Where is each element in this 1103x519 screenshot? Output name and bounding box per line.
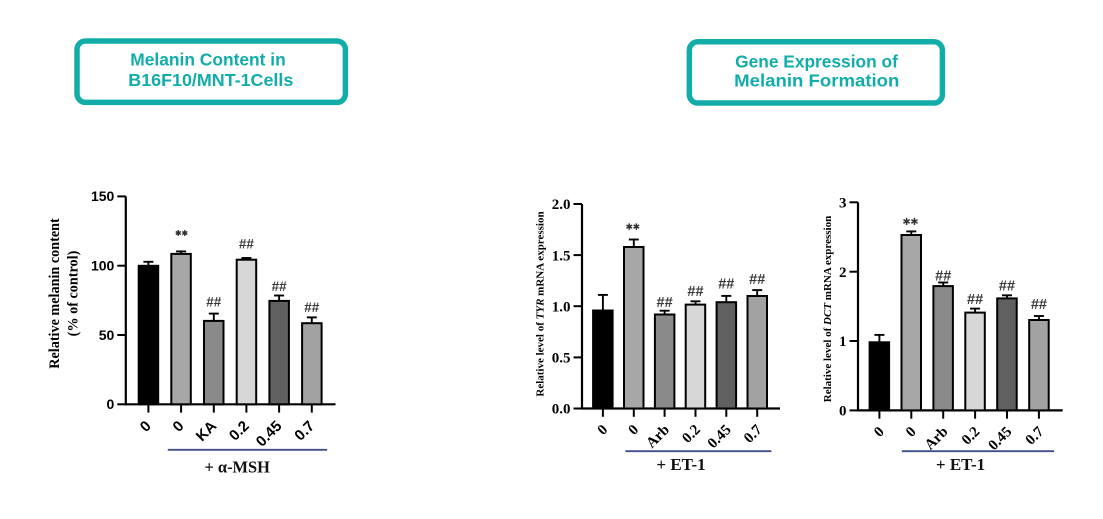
svg-text:+ α-MSH: + α-MSH — [205, 457, 271, 476]
svg-text:0.45: 0.45 — [253, 418, 286, 451]
svg-text:150: 150 — [91, 188, 115, 204]
svg-text:0.7: 0.7 — [741, 422, 766, 447]
svg-text:B16F10/MNT-1Cells: B16F10/MNT-1Cells — [128, 70, 293, 90]
svg-text:0.2: 0.2 — [226, 418, 253, 445]
svg-text:##: ## — [967, 292, 983, 308]
svg-text:##: ## — [687, 284, 703, 300]
svg-text:0: 0 — [626, 422, 643, 439]
svg-text:Arb: Arb — [922, 424, 952, 454]
svg-text:##: ## — [206, 294, 222, 309]
svg-text:0: 0 — [903, 424, 920, 441]
svg-text:Relative melanin content: Relative melanin content — [47, 218, 63, 369]
svg-text:Arb: Arb — [643, 422, 673, 452]
svg-text:0: 0 — [107, 396, 115, 412]
svg-text:0.7: 0.7 — [291, 418, 318, 445]
svg-text:1.0: 1.0 — [552, 299, 571, 315]
svg-text:##: ## — [718, 277, 734, 293]
svg-text:0.45: 0.45 — [985, 424, 1015, 454]
svg-text:Relative level of DCT mRNA exp: Relative level of DCT mRNA expression — [822, 216, 834, 402]
svg-text:0.5: 0.5 — [552, 351, 571, 367]
svg-text:##: ## — [272, 279, 288, 294]
svg-text:##: ## — [239, 237, 255, 252]
svg-text:Gene Expression of: Gene Expression of — [735, 51, 898, 71]
svg-text:+ ET-1: + ET-1 — [656, 455, 705, 474]
svg-text:100: 100 — [91, 258, 115, 274]
svg-text:##: ## — [999, 279, 1015, 295]
svg-text:2.0: 2.0 — [552, 197, 571, 213]
svg-text:##: ## — [1031, 297, 1047, 313]
svg-text:50: 50 — [99, 327, 115, 343]
svg-text:0.2: 0.2 — [959, 424, 984, 449]
svg-text:Melanin Content in: Melanin Content in — [130, 50, 286, 70]
svg-text:##: ## — [935, 269, 951, 285]
svg-text:1: 1 — [839, 334, 847, 350]
svg-text:0: 0 — [595, 422, 612, 439]
svg-text:0: 0 — [871, 424, 888, 441]
svg-text:1.5: 1.5 — [552, 248, 571, 264]
svg-text:KA: KA — [193, 417, 220, 444]
svg-text:+ ET-1: + ET-1 — [936, 455, 985, 474]
svg-text:0: 0 — [839, 404, 847, 420]
svg-text:0.0: 0.0 — [552, 402, 571, 418]
svg-text:2: 2 — [839, 265, 847, 281]
svg-text:##: ## — [304, 300, 320, 315]
svg-text:(% of control): (% of control) — [65, 250, 81, 336]
svg-text:0: 0 — [170, 418, 188, 436]
svg-text:Melanin Formation: Melanin Formation — [734, 71, 899, 91]
svg-text:3: 3 — [839, 196, 847, 212]
svg-text:Relative level of TYR mRNA exp: Relative level of TYR mRNA expression — [535, 211, 547, 396]
svg-text:0.2: 0.2 — [679, 422, 704, 447]
svg-text:0.45: 0.45 — [705, 422, 735, 452]
svg-text:##: ## — [749, 272, 765, 288]
svg-text:0: 0 — [137, 418, 155, 436]
svg-text:##: ## — [657, 295, 673, 311]
svg-text:0.7: 0.7 — [1023, 424, 1048, 449]
